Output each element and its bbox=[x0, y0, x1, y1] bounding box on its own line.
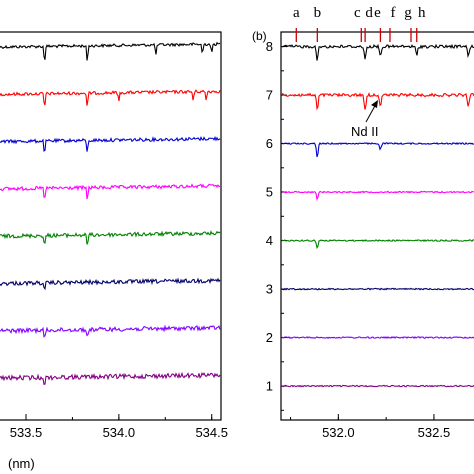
series-line-a-4 bbox=[0, 230, 221, 245]
series-line-a-5 bbox=[0, 183, 221, 200]
y-tick-label-b: 7 bbox=[266, 88, 273, 103]
annotation-arrow-head bbox=[371, 100, 378, 108]
marker-letter-a: a bbox=[293, 5, 300, 21]
series-line-a-8 bbox=[0, 41, 221, 61]
marker-letter-b: b bbox=[314, 5, 322, 21]
y-tick-label-b: 6 bbox=[266, 136, 273, 151]
series-line-b-6 bbox=[281, 142, 474, 158]
annotation-arrow-line bbox=[365, 103, 377, 123]
series-line-a-6 bbox=[0, 135, 221, 152]
plot-frame-a bbox=[0, 31, 222, 421]
series-line-b-3 bbox=[281, 287, 474, 291]
marker-letter-f: f bbox=[390, 5, 395, 21]
marker-letter-h: h bbox=[418, 5, 426, 21]
y-tick-label-b: 5 bbox=[266, 185, 273, 200]
plot-frame-b bbox=[280, 31, 474, 421]
y-tick-label-b: 1 bbox=[266, 379, 273, 394]
x-tick-label-a: 534.0 bbox=[103, 425, 136, 440]
series-line-a-3 bbox=[0, 277, 221, 291]
y-tick-label-b: 4 bbox=[266, 233, 273, 248]
series-line-b-8 bbox=[281, 43, 474, 61]
series-line-a-1 bbox=[0, 371, 221, 385]
annotation-nd-ii: Nd II bbox=[351, 124, 378, 139]
x-tick-label-a: 533.5 bbox=[10, 425, 43, 440]
x-tick-label-b: 532.0 bbox=[322, 425, 355, 440]
panel-a: 533.5 534.0 534.5 (nm) bbox=[0, 31, 228, 471]
x-axis-label: (nm) bbox=[8, 456, 35, 471]
marker-letter-e: e bbox=[374, 5, 381, 21]
marker-letter-c: c bbox=[354, 5, 361, 21]
panel-b: (b) 1 2 3 4 5 6 7 8 532.0 532.5 a b c d e f g h Nd II bbox=[252, 5, 474, 440]
series-line-a-2 bbox=[0, 324, 221, 338]
y-tick-label-b: 3 bbox=[266, 282, 273, 297]
series-line-b-5 bbox=[281, 190, 474, 202]
panel-label-b: (b) bbox=[252, 29, 267, 43]
marker-letter-g: g bbox=[404, 5, 412, 21]
series-line-a-7 bbox=[0, 89, 221, 106]
series-line-b-2 bbox=[281, 336, 474, 340]
marker-letter-d: d bbox=[365, 5, 373, 21]
series-line-b-7 bbox=[281, 92, 474, 111]
x-tick-label-b: 532.5 bbox=[418, 425, 451, 440]
series-line-b-1 bbox=[281, 384, 474, 388]
series-line-b-4 bbox=[281, 239, 474, 250]
y-tick-label-b: 2 bbox=[266, 330, 273, 345]
x-tick-label-a: 534.5 bbox=[195, 425, 228, 440]
y-tick-label-b: 8 bbox=[266, 39, 273, 54]
